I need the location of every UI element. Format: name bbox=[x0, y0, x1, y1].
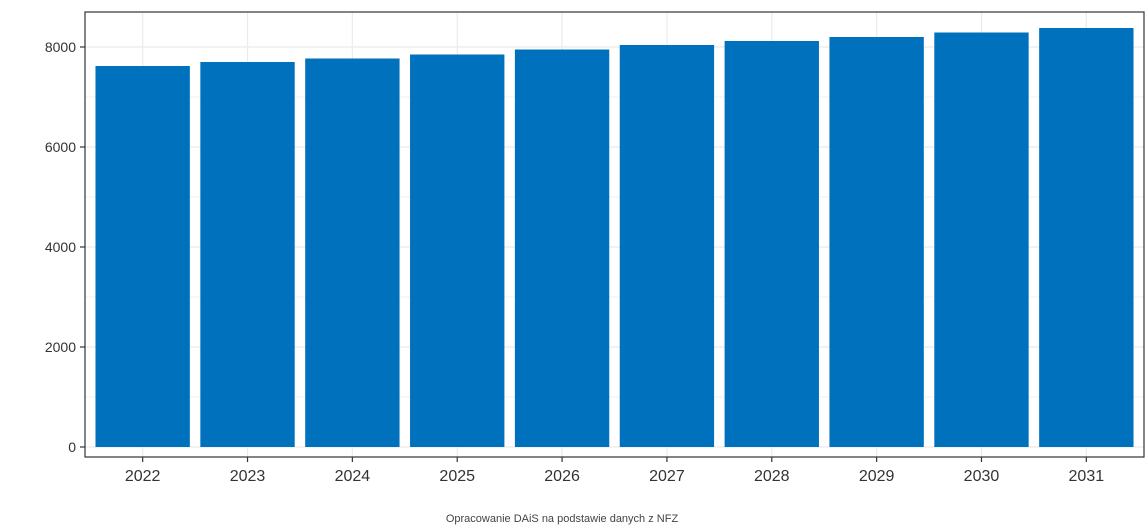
bar-2030 bbox=[934, 32, 1029, 447]
y-tick-label: 6000 bbox=[45, 139, 76, 155]
bars-layer bbox=[95, 28, 1134, 447]
bar-2024 bbox=[305, 58, 400, 447]
x-tick-label: 2025 bbox=[439, 468, 475, 485]
bar-2028 bbox=[724, 41, 819, 447]
plot-border bbox=[84, 11, 1145, 458]
bar-2026 bbox=[514, 49, 610, 447]
bar-2027 bbox=[619, 45, 715, 447]
x-tick-label: 2030 bbox=[964, 468, 1000, 485]
y-tick-label: 0 bbox=[68, 439, 76, 455]
x-tick-label: 2027 bbox=[649, 468, 685, 485]
bar-2025 bbox=[410, 54, 505, 447]
x-tick-label: 2026 bbox=[544, 468, 580, 485]
x-tick-label: 2028 bbox=[754, 468, 790, 485]
source-note: Opracowanie DAiS na podstawie danych z N… bbox=[446, 513, 679, 525]
y-tick-label: 4000 bbox=[45, 239, 76, 255]
y-tick-label: 8000 bbox=[45, 39, 76, 55]
x-tick-label: 2029 bbox=[859, 468, 895, 485]
axis-layer: 0 2000 4000 6000 8000 2022 2023 2024 2025 2026 202… bbox=[45, 11, 1145, 485]
bar-2022 bbox=[95, 66, 190, 447]
x-tick-label: 2024 bbox=[335, 468, 371, 485]
bar-2023 bbox=[200, 62, 295, 447]
bar-2029 bbox=[829, 37, 924, 447]
y-tick-label: 2000 bbox=[45, 339, 76, 355]
x-tick-label: 2022 bbox=[125, 468, 161, 485]
bar-2031 bbox=[1039, 28, 1134, 447]
x-tick-label: 2031 bbox=[1069, 468, 1105, 485]
x-tick-label: 2023 bbox=[230, 468, 266, 485]
